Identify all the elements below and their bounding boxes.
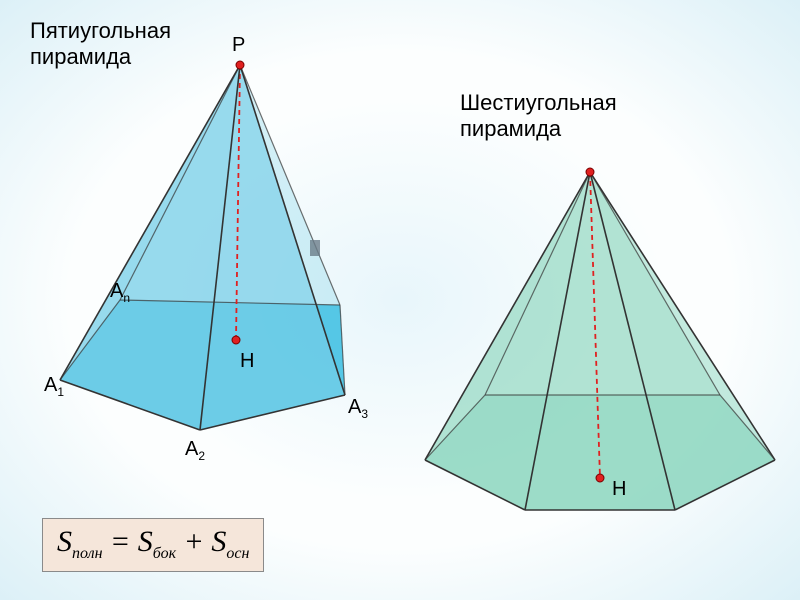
title-pentagonal: Пятиугольная пирамида: [30, 18, 171, 71]
label-vertex-An: Аn: [110, 280, 130, 305]
label-vertex-A2: А2: [185, 438, 205, 463]
formula-S2: S: [138, 525, 153, 558]
label-apex-P: P: [232, 34, 245, 57]
title-hexagonal-line2: пирамида: [460, 116, 561, 141]
title-hexagonal: Шестиугольная пирамида: [460, 90, 617, 143]
surface-area-formula: Sполн = Sбок + Sосн: [42, 518, 264, 572]
formula-S3: S: [211, 525, 226, 558]
formula-eq: =: [103, 525, 138, 558]
label-vertex-A3: А3: [348, 396, 368, 421]
diagram-canvas: Пятиугольная пирамида Шестиугольная пира…: [0, 0, 800, 600]
title-pentagonal-line1: Пятиугольная: [30, 18, 171, 43]
label-vertex-A1: А1: [44, 374, 64, 399]
formula-plus: +: [176, 525, 211, 558]
label-height-H-hexa: Н: [612, 478, 626, 501]
title-pentagonal-line2: пирамида: [30, 44, 131, 69]
label-height-H-penta: H: [240, 350, 254, 373]
formula-S1: S: [57, 525, 72, 558]
formula-sub-poln: полн: [72, 545, 103, 562]
title-hexagonal-line1: Шестиугольная: [460, 90, 617, 115]
formula-sub-bok: бок: [153, 545, 176, 562]
formula-sub-osn: осн: [226, 545, 249, 562]
